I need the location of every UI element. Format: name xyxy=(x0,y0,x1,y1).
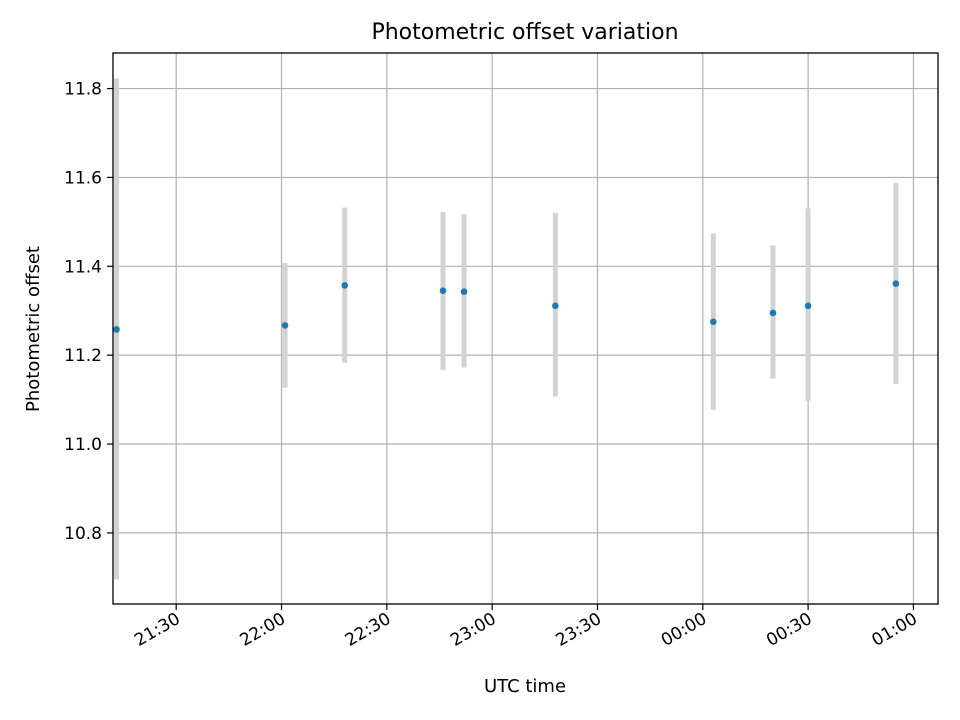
data-point xyxy=(281,322,289,329)
x-tick-label: 22:00 xyxy=(237,609,289,651)
y-tick-label: 10.8 xyxy=(64,524,102,544)
y-tick-label: 11.2 xyxy=(64,346,102,366)
plot-frame xyxy=(112,52,939,605)
x-tick-label: 23:30 xyxy=(553,609,605,651)
data-point xyxy=(804,302,812,310)
x-tick-label: 00:00 xyxy=(658,609,710,651)
data-point xyxy=(769,309,777,317)
x-tick-label: 23:00 xyxy=(447,609,499,651)
data-point xyxy=(460,288,468,295)
y-tick-label: 11.4 xyxy=(64,257,102,277)
chart-title: Photometric offset variation xyxy=(371,20,678,45)
data-point xyxy=(439,287,447,295)
data-point xyxy=(552,302,559,310)
y-axis-label: Photometric offset xyxy=(23,246,44,412)
data-point xyxy=(113,326,120,333)
y-tick-label: 11.0 xyxy=(64,435,102,455)
data-point xyxy=(710,318,717,326)
data-points xyxy=(113,280,900,333)
y-tick-label: 11.8 xyxy=(64,80,102,100)
x-tick-label: 21:30 xyxy=(131,609,183,651)
data-point xyxy=(892,280,900,287)
x-axis-label: UTC time xyxy=(484,676,566,697)
grid xyxy=(113,53,938,604)
error-bars xyxy=(114,78,899,580)
y-tick-label: 11.6 xyxy=(64,168,102,188)
x-tick-label: 00:30 xyxy=(763,609,815,651)
x-tick-label: 22:30 xyxy=(342,609,394,651)
data-point xyxy=(341,282,349,289)
x-tick-label: 01:00 xyxy=(868,609,920,651)
